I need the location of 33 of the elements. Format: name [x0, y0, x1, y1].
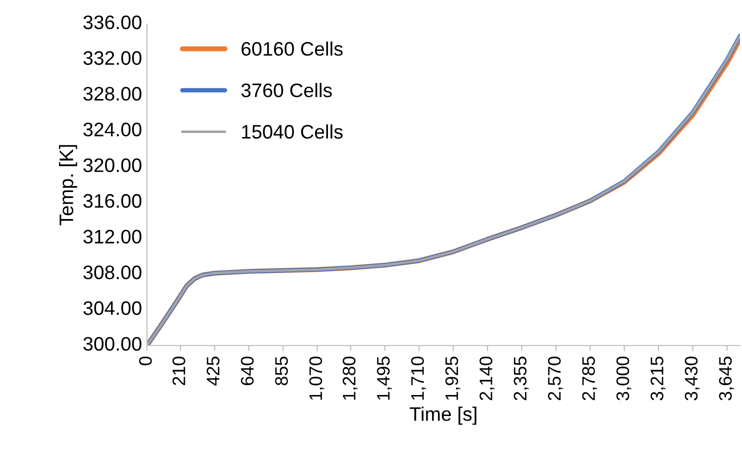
x-tick-label: 3,645 [719, 356, 734, 400]
x-tick-label: 3,000 [616, 356, 632, 400]
y-tick-label: 336.00 [83, 15, 142, 30]
x-tick-label: 2,785 [582, 356, 598, 400]
x-tick-label: 855 [275, 356, 288, 386]
x-tick-label: 1,280 [342, 356, 358, 400]
x-tick-label: 3,430 [684, 356, 700, 400]
x-tick-label: 2,570 [548, 356, 563, 400]
y-axis-title: Temp. [K] [58, 145, 78, 226]
y-tick-label: 332.00 [83, 51, 142, 65]
x-tick-label: 2,140 [480, 356, 494, 400]
x-tick-label: 210 [172, 356, 186, 386]
y-tick-label: 320.00 [83, 158, 142, 172]
y-tick-label: 328.00 [83, 86, 142, 101]
x-tick-label: 2,355 [514, 356, 529, 400]
x-axis-title: Time [s] [410, 406, 476, 425]
y-tick-label: 308.00 [83, 266, 142, 280]
x-tick-label: 1,495 [376, 356, 392, 400]
y-tick-label: 300.00 [83, 336, 142, 351]
x-tick-label: 0 [139, 356, 152, 366]
legend-label: 15040 Cells [242, 124, 343, 139]
legend-label: 3760 Cells [241, 82, 332, 98]
x-tick-label: 425 [206, 356, 220, 386]
x-tick-label: 1,925 [445, 356, 460, 400]
x-tick-label: 3,215 [650, 356, 666, 400]
y-tick-label: 304.00 [83, 301, 142, 315]
x-tick-label: 640 [240, 356, 254, 386]
y-tick-label: 312.00 [83, 230, 142, 244]
x-tick-label: 1,070 [309, 356, 324, 400]
y-tick-label: 316.00 [83, 194, 142, 208]
y-tick-label: 324.00 [83, 122, 142, 136]
x-tick-label: 1,710 [411, 356, 426, 400]
legend-label: 60160 Cells [242, 42, 343, 56]
